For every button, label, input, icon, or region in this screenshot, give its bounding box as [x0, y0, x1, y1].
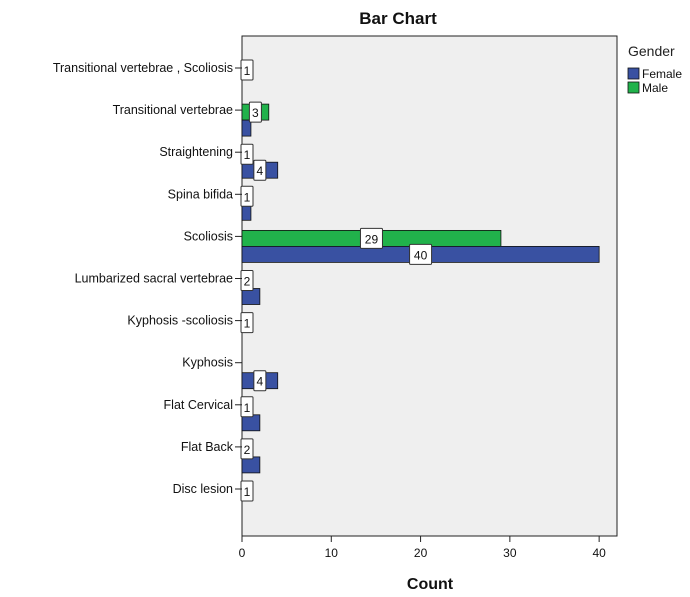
data-label: 2 [240, 270, 254, 291]
y-tick-label-lumbarized-sacral-vertebrae: Lumbarized sacral vertebrae [75, 272, 233, 286]
y-tick-label-flat-cervical: Flat Cervical [164, 398, 233, 412]
data-label-text: 1 [244, 485, 251, 499]
data-label-box [240, 270, 254, 291]
data-label-text: 2 [244, 443, 251, 457]
data-label-box [240, 185, 254, 207]
bar-female-transitional-vertebrae [241, 119, 252, 137]
data-label: 4 [253, 370, 267, 392]
y-tick-label-transitional-vertebrae: Transitional vertebrae [113, 103, 233, 117]
data-label-text: 1 [244, 401, 251, 415]
y-tick-label-transitional-vertebrae-scoliosis: Transitional vertebrae , Scoliosis [53, 61, 233, 75]
data-label-text: 29 [365, 232, 379, 246]
data-label: 1 [240, 185, 254, 207]
legend-swatch-male [627, 81, 640, 94]
data-label: 1 [240, 396, 254, 418]
data-label-box [240, 396, 254, 418]
data-label-text: 1 [244, 64, 251, 78]
data-label-text: 2 [244, 275, 251, 289]
chart-title: Bar Chart [359, 9, 437, 28]
y-tick-label-scoliosis: Scoliosis [184, 229, 233, 243]
data-label: 3 [248, 101, 262, 123]
x-axis: 0 10 20 30 40 [239, 536, 606, 560]
data-label: 1 [240, 143, 254, 165]
x-axis-title: Count [407, 576, 454, 592]
x-tick-label: 40 [592, 546, 606, 560]
data-label-box [240, 480, 254, 502]
data-label-box [240, 59, 254, 81]
data-label-text: 1 [244, 190, 251, 204]
legend-label-female: Female [642, 67, 682, 81]
data-label-text: 1 [244, 317, 251, 331]
data-label-text: 3 [252, 106, 259, 120]
data-label-text: 4 [257, 164, 264, 178]
data-label: 1 [240, 480, 254, 502]
data-label-box [359, 227, 383, 249]
data-label-box [253, 159, 267, 181]
data-label-box [248, 101, 262, 123]
legend-swatch-female [627, 67, 640, 80]
y-tick-label-kyphosis: Kyphosis [182, 356, 233, 370]
data-label-text: 4 [257, 375, 264, 389]
legend-title: Gender [628, 43, 675, 59]
data-label: 1 [240, 312, 254, 334]
data-label-box [409, 243, 433, 265]
data-label: 4 [253, 159, 267, 181]
y-tick-label-spina-bifida: Spina bifida [168, 187, 233, 201]
y-tick-label-flat-back: Flat Back [181, 440, 234, 454]
legend-label-male: Male [642, 81, 668, 95]
data-label-box [240, 438, 254, 460]
data-label-text: 1 [244, 148, 251, 162]
x-tick-label: 20 [414, 546, 428, 560]
data-label-box [240, 312, 254, 334]
data-label-box [253, 370, 267, 392]
data-label: 1 [240, 59, 254, 81]
y-tick-label-straightening: Straightening [159, 145, 233, 159]
x-tick-label: 30 [503, 546, 517, 560]
y-tick-label-disc-lesion: Disc lesion [173, 482, 233, 496]
plot-area [241, 35, 618, 537]
data-label-text: 40 [414, 248, 428, 262]
y-axis: Transitional vertebrae , Scoliosis Transi… [53, 61, 242, 496]
x-tick-label: 0 [239, 546, 246, 560]
x-tick-label: 10 [325, 546, 339, 560]
data-label: 29 [359, 227, 383, 249]
data-label: 2 [240, 438, 254, 460]
data-label: 40 [409, 243, 433, 265]
y-tick-label-kyphosis-scoliosis: Kyphosis -scoliosis [127, 314, 233, 328]
data-label-box [240, 143, 254, 165]
